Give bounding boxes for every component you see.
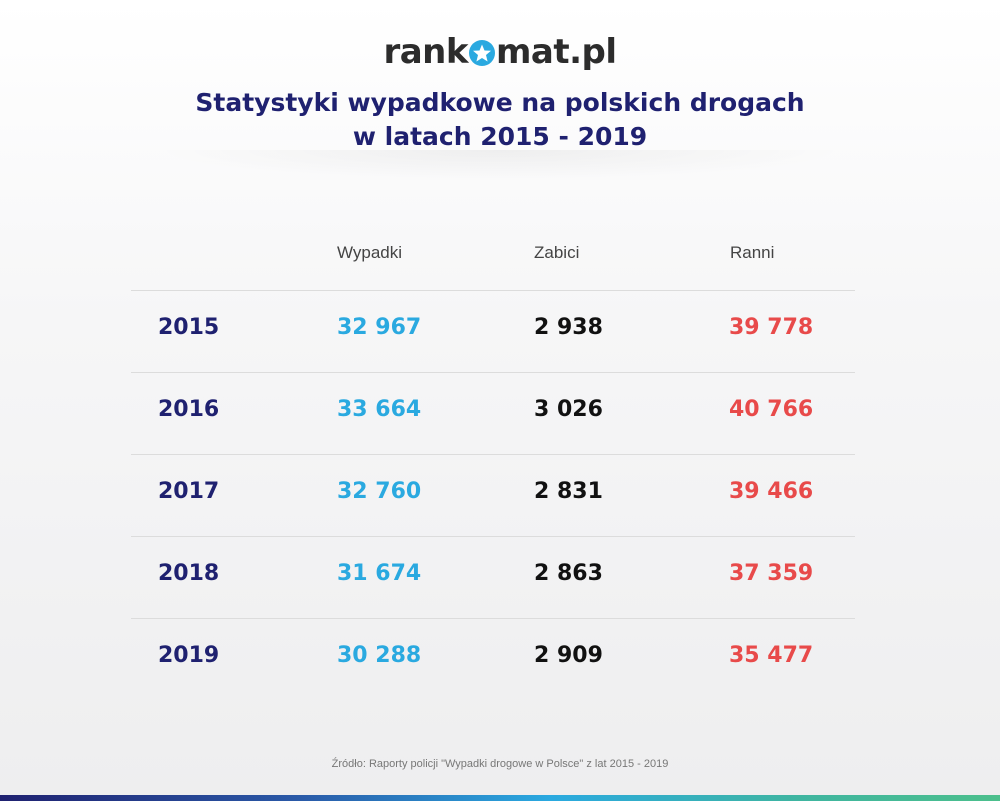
injured-cell: 35 477 [729, 643, 814, 668]
column-header-killed: Zabici [534, 243, 580, 262]
year-cell: 2018 [158, 561, 220, 586]
source-note: Źródło: Raporty policji "Wypadki drogowe… [331, 758, 669, 770]
column-header-injured: Ranni [730, 243, 775, 262]
table-row: 2018 31 674 2 863 37 359 [131, 536, 855, 619]
logo: rank mat.pl [0, 32, 1000, 72]
page-title: Statystyki wypadkowe na polskich drogach… [0, 86, 1000, 154]
killed-cell: 2 938 [534, 315, 603, 340]
table-row: 2017 32 760 2 831 39 466 [131, 454, 855, 537]
logo-text-start: rank [383, 32, 468, 72]
killed-cell: 3 026 [534, 397, 603, 422]
star-icon [468, 40, 495, 66]
year-cell: 2015 [158, 315, 220, 340]
title-line-2: w latach 2015 - 2019 [352, 122, 648, 151]
accidents-cell: 32 967 [337, 315, 422, 340]
accidents-cell: 33 664 [337, 397, 422, 422]
title-divider-shadow [150, 150, 850, 180]
injured-cell: 40 766 [729, 397, 814, 422]
table-row: 2019 30 288 2 909 35 477 [131, 618, 855, 701]
killed-cell: 2 909 [534, 643, 603, 668]
year-cell: 2017 [158, 479, 220, 504]
killed-cell: 2 831 [534, 479, 603, 504]
injured-cell: 39 466 [729, 479, 814, 504]
year-cell: 2019 [158, 643, 220, 668]
killed-cell: 2 863 [534, 561, 603, 586]
column-header-accidents: Wypadki [337, 243, 403, 262]
table-row: 2015 32 967 2 938 39 778 [131, 290, 855, 373]
injured-cell: 37 359 [729, 561, 814, 586]
bottom-gradient-bar [0, 795, 1000, 801]
table-row: 2016 33 664 3 026 40 766 [131, 372, 855, 455]
accidents-cell: 32 760 [337, 479, 422, 504]
injured-cell: 39 778 [729, 315, 814, 340]
title-line-1: Statystyki wypadkowe na polskich drogach [195, 88, 805, 117]
logo-text-end: mat.pl [495, 32, 617, 72]
accidents-cell: 30 288 [337, 643, 422, 668]
accidents-cell: 31 674 [337, 561, 422, 586]
year-cell: 2016 [158, 397, 220, 422]
